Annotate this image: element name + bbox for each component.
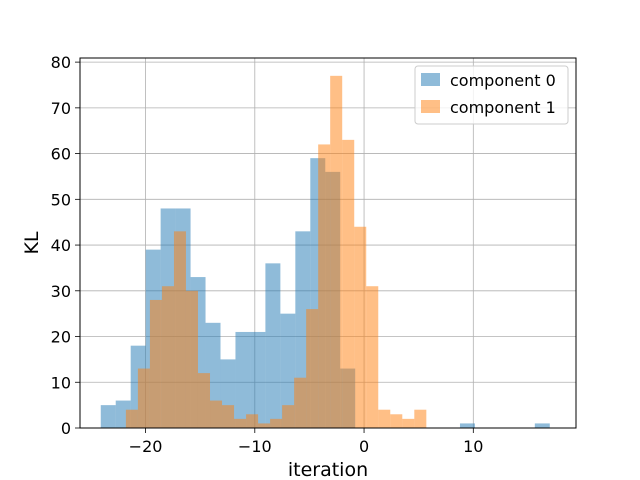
histogram-bar [265, 263, 281, 428]
histogram-bar [354, 226, 367, 428]
histogram-bar [294, 377, 307, 428]
histogram-bar [197, 373, 211, 428]
y-tick-label: 60 [51, 145, 71, 164]
histogram-bar [234, 418, 247, 428]
histogram-bar [161, 286, 174, 428]
y-tick-label: 40 [51, 236, 71, 255]
histogram-bar [534, 423, 550, 428]
histogram-bar [100, 405, 116, 428]
histogram-bar [137, 368, 150, 428]
y-tick-label: 0 [61, 419, 71, 438]
y-axis-ticks: 0 10 20 30 40 50 60 70 80 [51, 53, 80, 438]
y-tick-label: 70 [51, 99, 71, 118]
histogram-bar [342, 139, 355, 428]
histogram-bar [414, 409, 427, 428]
plot-frame [79, 57, 577, 429]
y-axis-label: KL [21, 231, 43, 254]
histogram-bar [185, 290, 198, 428]
histogram-bar [366, 286, 379, 428]
histogram-bar [378, 409, 391, 428]
histogram-bar [125, 409, 138, 428]
x-tick-label: −20 [129, 437, 163, 456]
histogram-bar [246, 414, 259, 428]
histogram-bar [210, 400, 223, 428]
x-tick-label: 10 [463, 437, 483, 456]
histogram-bar [222, 405, 235, 428]
series-component-1-bars [125, 75, 427, 428]
x-tick-label: −10 [238, 437, 272, 456]
histogram-bar [390, 414, 403, 428]
histogram-bar [330, 75, 343, 428]
histogram-bar [270, 418, 283, 428]
histogram-bar [149, 299, 162, 428]
legend: component 0 component 1 [414, 65, 569, 125]
x-axis-ticks: −20 −10 0 10 [129, 428, 483, 456]
legend-swatch-component-0 [421, 73, 440, 86]
histogram-bar [306, 309, 319, 428]
x-tick-label: 0 [359, 437, 369, 456]
histogram-bar [250, 331, 266, 428]
x-axis-label: iteration [288, 459, 368, 480]
y-tick-label: 80 [51, 53, 71, 72]
legend-label-component-1: component 1 [450, 98, 556, 117]
legend-label-component-0: component 0 [450, 71, 556, 90]
histogram-bar [282, 405, 295, 428]
y-tick-label: 50 [51, 190, 71, 209]
histogram-bar [318, 144, 331, 428]
y-tick-label: 30 [51, 282, 71, 301]
histogram-bar [173, 231, 186, 428]
legend-swatch-component-1 [421, 100, 440, 113]
legend-box [414, 65, 569, 125]
y-tick-label: 20 [51, 328, 71, 347]
histogram-bar [459, 423, 475, 428]
histogram-bar [280, 313, 296, 428]
histogram-bar [235, 331, 251, 428]
histogram-bar [258, 423, 271, 428]
y-tick-label: 10 [51, 373, 71, 392]
histogram-bar [402, 418, 415, 428]
